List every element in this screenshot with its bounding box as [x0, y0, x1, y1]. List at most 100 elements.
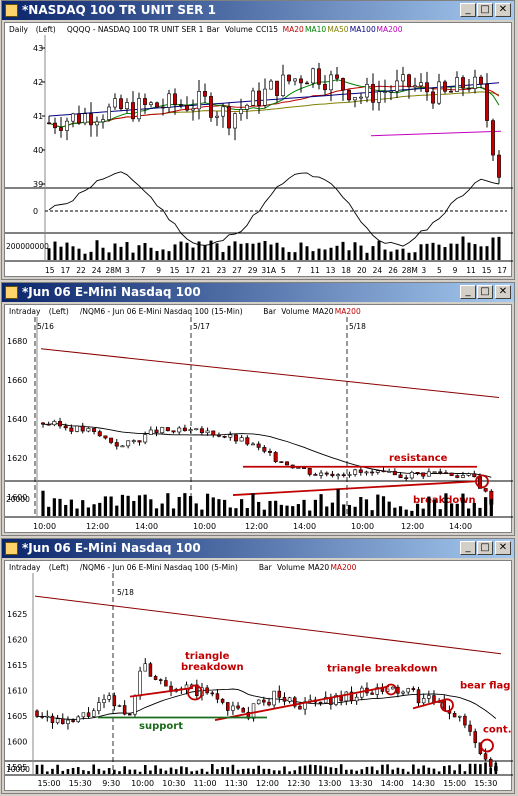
volume-bar — [119, 246, 123, 260]
volume-bar — [421, 508, 425, 516]
volume-bar — [303, 765, 307, 774]
candle — [205, 430, 210, 434]
volume-bar — [92, 504, 96, 516]
minimize-button[interactable]: _ — [460, 541, 476, 555]
title-bar[interactable]: *Jun 06 E-Mini Nasdaq 100 _ □ ✕ — [2, 283, 514, 302]
volume-bar — [365, 252, 369, 260]
candle — [427, 695, 431, 699]
volume-bar — [40, 764, 44, 774]
time-label: 15:30 — [474, 779, 497, 788]
volume-bar — [65, 242, 69, 260]
candle — [344, 691, 349, 702]
triangle-breakdown-annotation: triangle — [185, 651, 230, 662]
volume-bar — [128, 769, 132, 774]
volume-bar — [231, 764, 235, 774]
close-button[interactable]: ✕ — [495, 3, 511, 17]
daily-chart-svg[interactable]: Daily (Left) QQQQ - NASDAQ 100 TR UNIT SER… — [5, 23, 513, 278]
candle — [431, 91, 435, 104]
volume-bar — [200, 768, 204, 774]
candle — [275, 80, 279, 96]
volume-bar — [143, 494, 147, 516]
intraday-5min-chart-svg[interactable]: Intraday (Left) /NQM6 - Jun 06 E-Mini Nasd… — [5, 561, 513, 792]
close-button[interactable]: ✕ — [495, 541, 511, 555]
candle — [313, 474, 318, 476]
candle — [421, 472, 426, 477]
candle — [120, 445, 125, 448]
trendline — [214, 685, 390, 721]
chart-area[interactable]: Daily (Left) QQQQ - NASDAQ 100 TR UNIT SER… — [4, 22, 513, 278]
candle — [53, 122, 57, 129]
candle — [426, 471, 431, 477]
candle — [233, 434, 238, 442]
title-bar[interactable]: *Jun 06 E-Mini Nasdaq 100 _ □ ✕ — [2, 539, 514, 558]
candle — [97, 702, 101, 712]
candle — [347, 89, 351, 101]
volume-bar — [56, 764, 59, 774]
volume-bar — [52, 498, 56, 516]
candle — [46, 423, 51, 426]
volume-bar — [437, 244, 441, 260]
volume-bar — [133, 769, 137, 774]
volume-bar — [66, 769, 70, 774]
minimize-button[interactable]: _ — [460, 3, 476, 17]
candle — [158, 679, 163, 681]
volume-bar — [89, 251, 93, 260]
price-tick-label: 1620 — [7, 454, 27, 463]
candle — [143, 98, 147, 105]
volume-bar — [194, 503, 198, 516]
candle — [131, 102, 135, 120]
volume-bar — [453, 770, 456, 774]
candle — [421, 698, 426, 704]
close-button[interactable]: ✕ — [495, 285, 511, 299]
volume-bar — [330, 502, 335, 516]
legend-entry: /NQM6 - Jun 06 E-Mini Nasdaq 100 (15-Min… — [80, 307, 243, 316]
date-label: 15 — [45, 266, 55, 275]
volume-bar — [479, 246, 483, 260]
candle — [473, 731, 477, 744]
candle — [298, 705, 302, 710]
chart-window-icon[interactable] — [5, 542, 18, 555]
date-label: 7 — [297, 266, 302, 275]
volume-bar — [109, 496, 113, 516]
legend-entry: (Left) — [49, 563, 69, 572]
volume-bar — [83, 253, 87, 260]
chart-window-icon[interactable] — [5, 286, 18, 299]
candle — [488, 758, 493, 767]
candle — [437, 81, 441, 104]
volume-bar — [71, 767, 75, 774]
chart-area[interactable]: Intraday (Left) /NQM6 - Jun 06 E-Mini Nasd… — [4, 560, 513, 792]
candle — [389, 90, 393, 93]
maximize-button[interactable]: □ — [477, 541, 493, 555]
daily-chart-window: *NASDAQ 100 TR UNIT SER 1 _ □ ✕ Daily (Le… — [1, 0, 515, 280]
volume-bar — [355, 770, 358, 774]
candle — [185, 105, 189, 111]
volume-bar — [308, 510, 312, 516]
volume-bar — [47, 248, 51, 260]
maximize-button[interactable]: □ — [477, 285, 493, 299]
volume-bar — [281, 247, 285, 260]
candle — [71, 719, 75, 723]
candle — [375, 687, 380, 695]
volume-bar — [461, 236, 465, 260]
volume-bar — [308, 764, 312, 774]
volume-bar — [205, 493, 210, 516]
title-bar[interactable]: *NASDAQ 100 TR UNIT SER 1 _ □ ✕ — [2, 1, 514, 20]
candle — [89, 113, 93, 126]
intraday-15min-chart-svg[interactable]: Intraday (Left) /NQM6 - Jun 06 E-Mini Nasd… — [5, 305, 513, 534]
volume-bar — [347, 504, 352, 516]
price-tick-label: 1605 — [7, 712, 27, 721]
chart-window-icon[interactable] — [5, 4, 18, 17]
volume-bar — [371, 246, 375, 260]
volume-bar — [59, 246, 63, 260]
candle — [404, 477, 409, 480]
maximize-button[interactable]: □ — [477, 3, 493, 17]
minimize-button[interactable]: _ — [460, 285, 476, 299]
volume-bar — [427, 767, 431, 774]
legend-entry: MA200 — [377, 25, 403, 34]
volume-bar — [422, 765, 425, 774]
chart-area[interactable]: Intraday (Left) /NQM6 - Jun 06 E-Mini Nasd… — [4, 304, 513, 534]
volume-bar — [92, 764, 96, 774]
volume-bar — [391, 769, 395, 774]
breakdown-circle — [385, 683, 397, 696]
volume-bar — [257, 765, 260, 774]
